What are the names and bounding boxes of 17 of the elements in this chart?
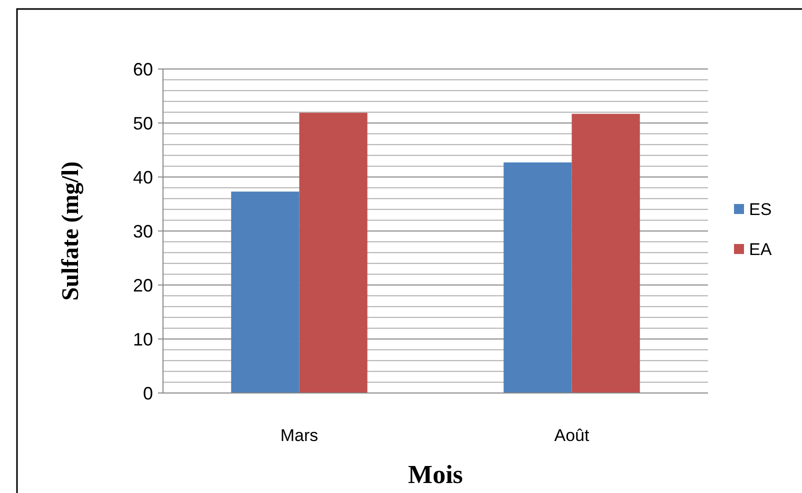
y-tick-label: 60 — [132, 59, 153, 80]
bar — [504, 162, 572, 393]
y-tick-label: 50 — [132, 113, 153, 134]
bar — [231, 192, 300, 393]
bar — [572, 114, 640, 393]
y-tick-label: 40 — [132, 167, 153, 188]
y-tick-label: 30 — [132, 221, 153, 242]
legend-label: ES — [749, 200, 772, 219]
x-axis-title: Mois — [408, 460, 463, 489]
legend-label: EA — [749, 240, 772, 259]
y-tick-label: 0 — [142, 383, 153, 404]
bar — [299, 112, 368, 393]
x-tick-label: Août — [554, 426, 590, 445]
y-tick-label: 10 — [132, 329, 153, 350]
y-axis-title: Sulfate (mg/l) — [58, 161, 84, 301]
y-tick-label: 20 — [132, 275, 153, 296]
x-tick-label: Mars — [280, 426, 318, 445]
